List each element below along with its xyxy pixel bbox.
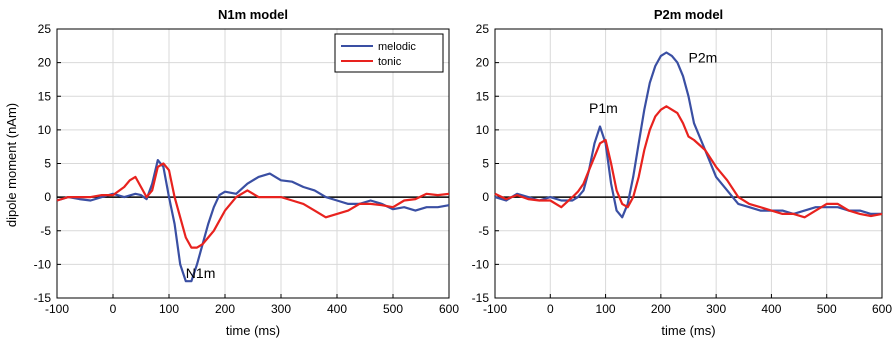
series-line-melodic	[56, 159, 450, 283]
n1m-panel: -100 0 100 200 300 400 500 600 -15 -10 -5 0 5 10 15 20 2…	[34, 7, 460, 338]
x-tick-label: 400	[327, 302, 347, 316]
x-axis-label: time (ms)	[226, 323, 280, 338]
legend: melodic tonic	[334, 33, 444, 73]
series-line-tonic	[56, 162, 450, 249]
y-tick-label: 25	[38, 22, 52, 36]
annotation-n1m: N1m	[186, 265, 216, 281]
annotation-p1m: P1m	[589, 100, 618, 116]
y-tick-label: -10	[472, 257, 490, 271]
y-tick-label: -5	[478, 224, 489, 238]
y-tick-label: -10	[34, 257, 52, 271]
y-tick-label: 0	[44, 190, 51, 204]
x-tick-label: 100	[159, 302, 179, 316]
x-tick-label: -100	[483, 302, 507, 316]
x-tick-label: 100	[596, 302, 616, 316]
y-tick-label: 5	[482, 157, 489, 171]
x-tick-label: 300	[706, 302, 726, 316]
x-tick-label: -100	[45, 302, 69, 316]
y-tick-label: 25	[476, 22, 490, 36]
legend-box	[334, 33, 444, 73]
y-tick-label: -5	[40, 224, 51, 238]
x-tick-label: 600	[872, 302, 892, 316]
y-tick-label: 10	[38, 123, 52, 137]
y-tick-label: 10	[476, 123, 490, 137]
x-tick-label: 300	[271, 302, 291, 316]
y-tick-label: 15	[476, 89, 490, 103]
series-line-melodic	[494, 51, 882, 219]
x-tick-label: 0	[110, 302, 117, 316]
x-tick-label: 200	[215, 302, 235, 316]
chart-title: P2m model	[654, 7, 723, 22]
y-tick-label: -15	[472, 291, 490, 305]
x-tick-label: 0	[547, 302, 554, 316]
y-tick-label: -15	[34, 291, 52, 305]
x-tick-label: 200	[651, 302, 671, 316]
y-tick-label: 15	[38, 89, 52, 103]
y-tick-label: 20	[476, 56, 490, 70]
legend-label-melodic: melodic	[378, 41, 416, 53]
annotation-p2m: P2m	[689, 50, 718, 66]
y-tick-label: 20	[38, 56, 52, 70]
x-axis-label: time (ms)	[661, 323, 715, 338]
y-tick-label: 5	[44, 157, 51, 171]
x-tick-label: 400	[761, 302, 781, 316]
chart-title: N1m model	[218, 7, 288, 22]
y-axis-label: dipole moment (nAm)	[4, 103, 19, 227]
x-tick-label: 500	[383, 302, 403, 316]
x-tick-label: 600	[439, 302, 459, 316]
y-tick-label: 0	[482, 190, 489, 204]
p2m-panel: -100 0 100 200 300 400 500 600 -15 -10 -5 0 5 10 15 20 2…	[472, 7, 893, 338]
x-tick-label: 500	[817, 302, 837, 316]
legend-label-tonic: tonic	[378, 56, 402, 68]
series-line-tonic	[494, 105, 883, 219]
